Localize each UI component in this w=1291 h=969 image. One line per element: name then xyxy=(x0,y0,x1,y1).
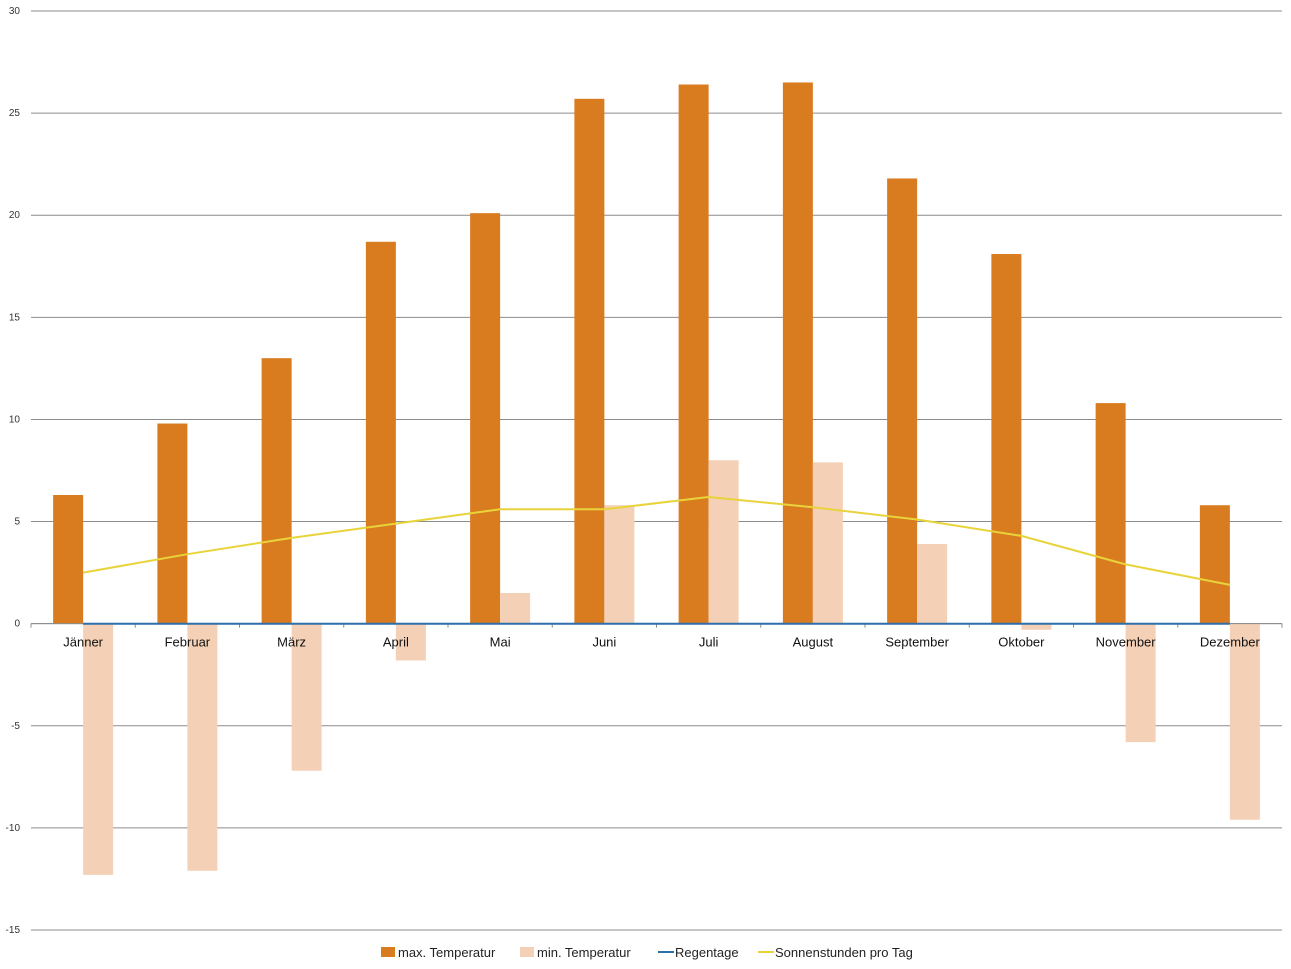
x-category-label: Mai xyxy=(490,635,511,650)
x-category-label: September xyxy=(885,635,949,650)
min-temp-bar xyxy=(500,593,531,624)
x-category-label: November xyxy=(1096,635,1157,650)
y-tick-label: 25 xyxy=(9,108,21,119)
x-category-label: Juli xyxy=(699,635,719,650)
min-temp-bar xyxy=(708,460,739,624)
x-category-label: Jänner xyxy=(63,635,103,650)
x-category-label: Oktober xyxy=(998,635,1045,650)
min-temp-bar xyxy=(1021,623,1052,630)
y-tick-label: -5 xyxy=(11,721,20,732)
min-temp-bar xyxy=(187,623,218,871)
x-category-label: März xyxy=(277,635,306,650)
max-temp-bar xyxy=(574,98,605,624)
min-temp-bar xyxy=(291,623,322,771)
max-temp-bar xyxy=(1095,403,1126,624)
y-axis-ticks: 30 25 20 15 10 5 0 -5 -10 -15 xyxy=(6,6,21,936)
x-category-label: Juni xyxy=(592,635,616,650)
max-temp-bar xyxy=(991,254,1022,624)
legend-label: min. Temperatur xyxy=(537,945,631,960)
x-category-label: August xyxy=(793,635,834,650)
y-tick-label: 15 xyxy=(9,312,21,323)
x-axis-category-labels: Jänner Februar März April Mai Juni Juli August S… xyxy=(63,635,1260,650)
y-tick-label: 0 xyxy=(14,619,20,630)
x-category-label: Februar xyxy=(165,635,211,650)
y-tick-label: 20 xyxy=(9,210,21,221)
min-temp-bar xyxy=(83,623,114,875)
max-temp-bar xyxy=(365,241,396,624)
min-temp-bar xyxy=(812,462,843,624)
min-temp-bar xyxy=(1229,623,1260,820)
max-temp-bar xyxy=(1199,505,1230,624)
legend-label: Regentage xyxy=(675,945,739,960)
max-temp-bar xyxy=(261,358,292,624)
min-temp-bar xyxy=(1125,623,1156,743)
y-tick-label: -15 xyxy=(6,925,21,936)
legend-swatch xyxy=(520,947,534,957)
y-tick-label: 30 xyxy=(9,6,21,17)
y-tick-label: 10 xyxy=(9,414,21,425)
max-temp-bar xyxy=(887,178,918,624)
legend-swatch xyxy=(381,947,395,957)
max-temp-bar xyxy=(53,495,84,624)
y-tick-label: 5 xyxy=(14,517,20,528)
x-category-label: April xyxy=(383,635,409,650)
sonnenstunden-line xyxy=(82,495,1231,586)
x-category-label: Dezember xyxy=(1200,635,1261,650)
min-temp-bar xyxy=(395,623,426,661)
y-tick-label: -10 xyxy=(6,823,21,834)
max-temp-bar xyxy=(470,213,501,624)
max-temp-bar xyxy=(157,423,188,624)
legend-label: max. Temperatur xyxy=(398,945,496,960)
legend-label: Sonnenstunden pro Tag xyxy=(775,945,913,960)
min-temp-bar xyxy=(604,505,635,624)
bars xyxy=(53,82,1260,875)
gridlines xyxy=(31,10,1282,931)
lines xyxy=(82,495,1231,625)
max-temp-bar xyxy=(782,82,813,624)
legend: max. Temperatur min. Temperatur Regentage S… xyxy=(381,945,913,960)
min-temp-bar xyxy=(917,544,948,624)
max-temp-bar xyxy=(678,84,709,624)
